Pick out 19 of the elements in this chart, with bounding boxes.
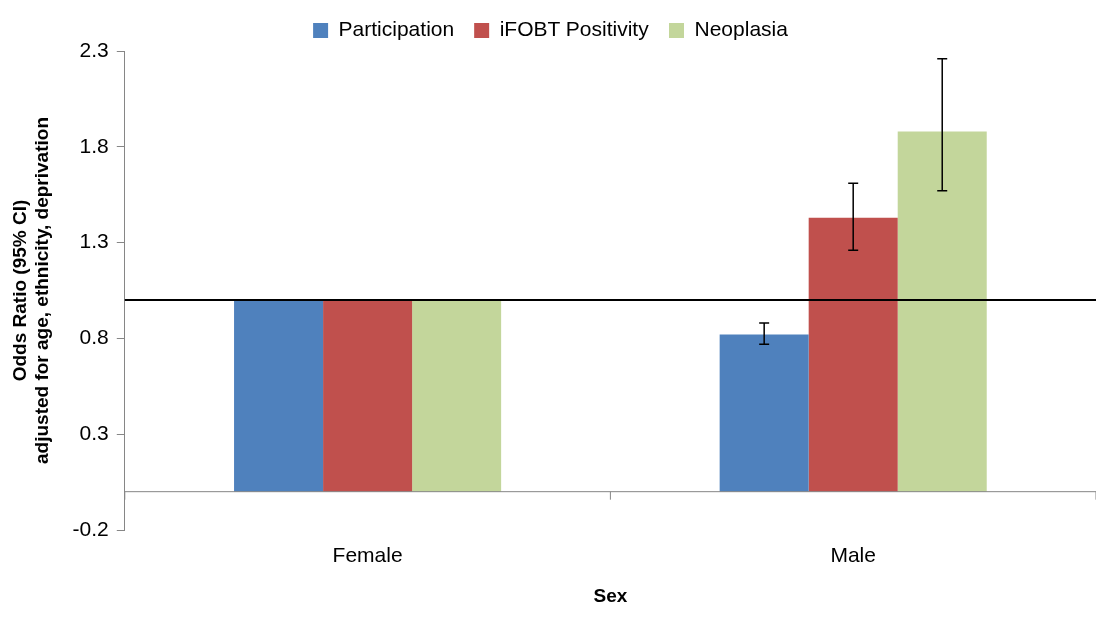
x-tick-label: Male [830, 543, 876, 567]
x-tick-label: Female [332, 543, 403, 567]
bar [897, 131, 987, 492]
y-tick-label: 0.3 [79, 421, 109, 444]
bar [323, 300, 413, 492]
bar [808, 217, 898, 492]
bar [412, 300, 502, 492]
y-tick-label: 1.8 [79, 133, 109, 157]
legend-label: Participation [338, 17, 455, 41]
y-tick-label: 2.3 [79, 37, 109, 61]
bar [719, 334, 809, 492]
bar [234, 300, 324, 492]
x-axis-title: Sex [593, 584, 628, 606]
y-axis-title: Odds Ratio (95% CI) adjusted for age, ethnicity, deprivation [8, 117, 53, 464]
legend-label: Neoplasia [694, 17, 789, 41]
y-tick-label: 1.3 [79, 229, 109, 253]
y-tick-label: 0.8 [79, 325, 109, 349]
legend-label: iFOBT Positivity [499, 17, 650, 41]
y-tick-label: -0.2 [72, 516, 109, 540]
